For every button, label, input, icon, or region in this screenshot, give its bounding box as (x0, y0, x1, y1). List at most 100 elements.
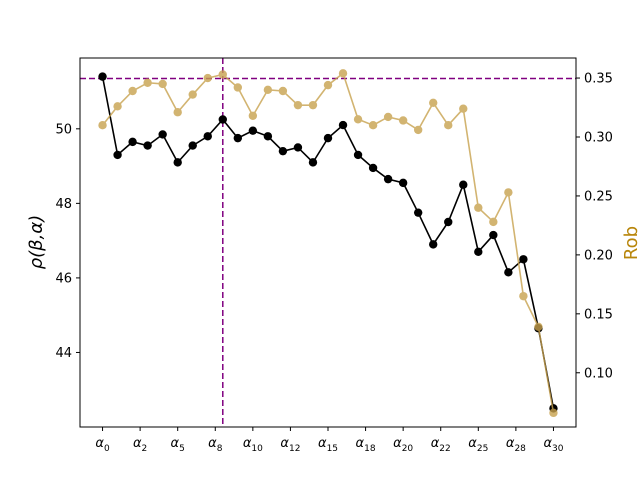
rob-series-point (459, 104, 468, 113)
rho-series-point (353, 150, 363, 160)
rob-series-point (248, 111, 258, 120)
x-tick-sub: 30 (552, 444, 564, 454)
rob-series-point (338, 69, 348, 78)
x-tick-base: α (95, 436, 104, 451)
x-tick-sub: 15 (327, 444, 338, 454)
x-tick-label: α8 (208, 436, 223, 454)
rho-series-point (413, 208, 423, 217)
x-tick-base: α (506, 436, 515, 451)
left-tick-label: 46 (55, 271, 72, 286)
rho-series-point (459, 180, 468, 189)
x-tick-base: α (431, 436, 440, 451)
left-tick-label: 44 (55, 346, 72, 361)
rho-series-point (218, 115, 227, 124)
rob-series-point (128, 86, 137, 96)
rob-series-point (489, 217, 498, 227)
rho-series-point (248, 126, 258, 135)
rob-series-point (188, 90, 197, 99)
x-tick-base: α (171, 436, 180, 451)
x-tick-base: α (393, 436, 402, 451)
rho-series-point (308, 158, 318, 167)
rho-series-point (398, 178, 408, 188)
rho-series-point (368, 163, 378, 173)
x-tick-base: α (243, 436, 252, 451)
rho-series-group (98, 72, 558, 413)
x-tick-base: α (356, 436, 365, 451)
right-tick-label: 0.10 (584, 366, 613, 381)
x-tick-label: α0 (95, 436, 110, 454)
rob-series-point (534, 322, 543, 331)
x-tick-sub: 20 (402, 444, 414, 454)
rob-series-point (278, 86, 288, 96)
right-tick-label: 0.35 (584, 72, 613, 87)
x-tick-sub: 2 (142, 444, 148, 454)
rob-series-point (413, 125, 423, 135)
rho-series-point (293, 143, 303, 152)
rho-series-point (203, 132, 212, 141)
rho-series-point (143, 141, 152, 150)
rho-series-point (504, 268, 513, 277)
rob-series-point (519, 291, 528, 301)
rob-series-point (353, 115, 363, 124)
rob-series-point (308, 100, 318, 110)
rob-series-point (323, 80, 333, 90)
right-axis-label: Rob (621, 226, 640, 260)
x-tick-label: α2 (133, 436, 147, 454)
x-tick-base: α (133, 436, 142, 451)
rho-series-point (278, 146, 288, 156)
plot-area: α0 α2 α5 α8 α10 α12 α15 α18 α20 α22 α25 α28 α3044464… (55, 57, 613, 454)
right-tick-label: 0.30 (584, 130, 613, 145)
rob-series-point (504, 188, 513, 197)
rob-series-point (218, 70, 227, 79)
rob-series-point (383, 112, 393, 122)
x-tick-base: α (280, 436, 289, 451)
x-tick-sub: 8 (217, 444, 223, 454)
rob-series-point (143, 78, 152, 87)
x-tick-sub: 18 (364, 444, 376, 454)
rho-series-point (263, 132, 273, 141)
rob-series-point (293, 100, 303, 110)
rho-series-point (233, 133, 243, 143)
x-tick-sub: 10 (251, 444, 263, 454)
x-tick-sub: 25 (477, 444, 488, 454)
rho-series-point (489, 230, 498, 240)
rho-series-point (429, 240, 438, 249)
rob-series-point (113, 102, 122, 111)
x-tick-base: α (543, 436, 552, 451)
x-tick-base: α (468, 436, 477, 451)
x-tick-label: α12 (280, 436, 300, 454)
x-tick-label: α22 (431, 436, 451, 454)
x-tick-label: α28 (506, 436, 526, 454)
x-tick-label: α10 (243, 436, 263, 454)
left-axis-label: ρ(β,α) (26, 215, 47, 270)
rho-series-point (323, 133, 333, 143)
x-tick-sub: 0 (104, 444, 110, 454)
x-tick-sub: 12 (289, 444, 300, 454)
right-tick-label: 0.25 (584, 189, 613, 204)
rho-series-point (158, 130, 167, 139)
rho-series-point (338, 120, 348, 130)
rho-series-point (519, 255, 528, 264)
rho-series-point (383, 174, 393, 184)
rob-series-point (429, 98, 438, 107)
x-tick-sub: 22 (439, 444, 450, 454)
x-tick-label: α25 (468, 436, 488, 454)
x-tick-sub: 5 (179, 444, 185, 454)
rob-series-point (233, 83, 243, 92)
x-tick-label: α20 (393, 436, 413, 454)
rob-series-point (263, 85, 273, 95)
x-tick-label: α5 (171, 436, 185, 454)
rho-series-point (113, 150, 122, 160)
x-tick-sub: 28 (514, 444, 526, 454)
left-tick-label: 48 (55, 197, 72, 212)
x-tick-label: α15 (318, 436, 338, 454)
x-tick-base: α (208, 436, 217, 451)
rob-series-group (98, 69, 558, 418)
x-tick-label: α30 (543, 436, 563, 454)
x-tick-label: α18 (356, 436, 376, 454)
rho-series-point (128, 137, 137, 147)
x-tick-base: α (318, 436, 327, 451)
